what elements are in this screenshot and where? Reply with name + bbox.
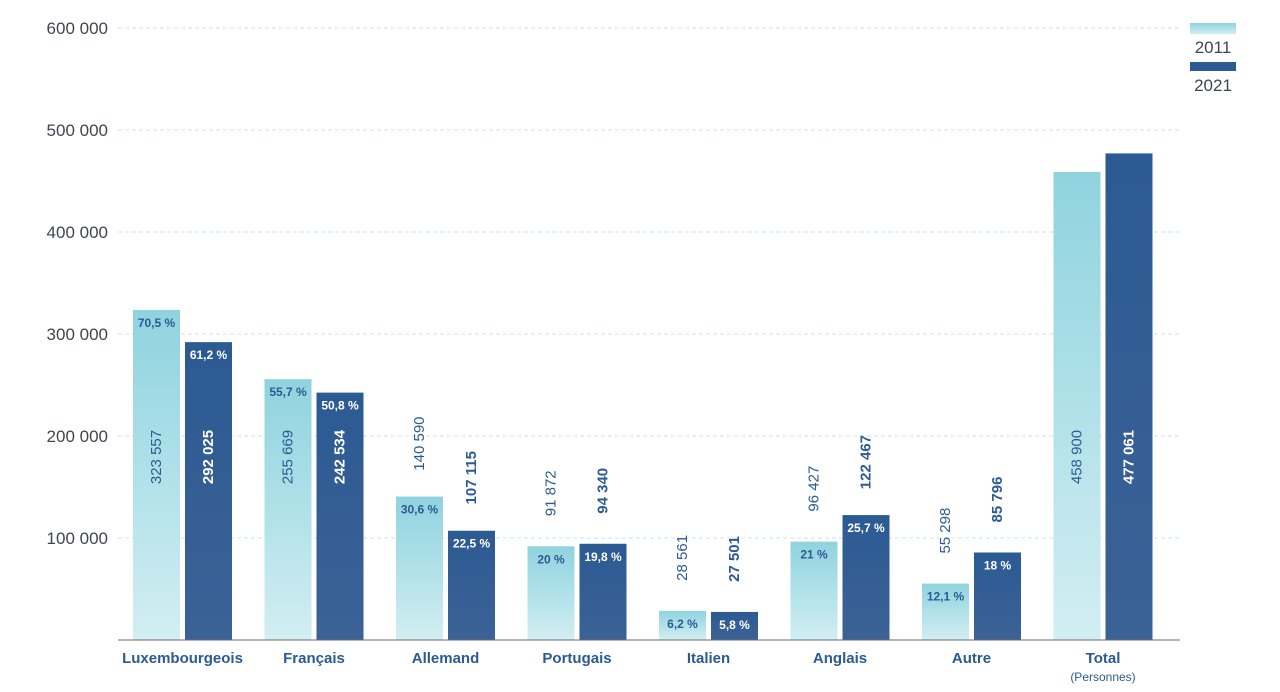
bar-2011-6	[922, 583, 969, 640]
percent-label: 22,5 %	[453, 537, 491, 551]
value-label: 107 115	[463, 451, 480, 504]
y-axis-ticks: 100 000 200 000 300 000 400 000 500 000 600 0…	[47, 19, 108, 548]
percent-label: 6,2 %	[667, 617, 698, 631]
bar-2021-0	[185, 342, 232, 640]
bar-2011-3	[527, 546, 575, 640]
value-label: 242 534	[332, 429, 349, 484]
x-category-label: Total	[1086, 650, 1121, 667]
percent-label: 61,2 %	[190, 348, 228, 362]
y-tick-label: 100 000	[47, 529, 108, 548]
x-category-label: Luxembourgeois	[122, 650, 243, 667]
percent-label: 12,1 %	[927, 590, 965, 604]
x-category-label: Français	[283, 650, 345, 667]
legend-label-2011: 2011	[1195, 38, 1232, 57]
percent-label: 50,8 %	[321, 399, 359, 413]
x-category-label: Autre	[952, 650, 991, 667]
percent-label: 20 %	[537, 552, 565, 566]
bar-2021-2	[448, 530, 495, 640]
x-category-label: Italien	[687, 650, 730, 667]
value-label: 140 590	[411, 416, 428, 470]
value-label: 458 900	[1069, 430, 1086, 484]
bar-2021-3	[579, 543, 627, 640]
bar-2021-6	[974, 552, 1021, 640]
bar-2011-2	[396, 496, 443, 640]
value-label: 292 025	[200, 430, 217, 484]
bar-2021-1	[316, 392, 364, 640]
value-label: 94 340	[595, 468, 612, 514]
bar-2011-1	[264, 379, 312, 640]
bar-2021-4	[711, 611, 758, 640]
value-label: 28 561	[674, 535, 691, 581]
y-tick-label: 600 000	[47, 19, 108, 38]
percent-label: 19,8 %	[584, 550, 622, 564]
legend-swatch-2021	[1190, 62, 1236, 71]
percent-label: 25,7 %	[847, 521, 885, 535]
y-tick-label: 200 000	[47, 427, 108, 446]
bars: 70,5 % 323 557 61,2 % 292 025 55,7 % 255 669 5…	[133, 153, 1153, 641]
value-label: 91 872	[543, 470, 560, 516]
y-tick-label: 300 000	[47, 325, 108, 344]
value-label: 477 061	[1121, 430, 1138, 484]
y-tick-label: 500 000	[47, 121, 108, 140]
bar-2011-7	[1053, 171, 1101, 640]
x-axis-categories: Luxembourgeois Français Allemand Portugais I…	[122, 650, 1136, 684]
value-label: 85 796	[989, 477, 1006, 523]
percent-label: 70,5 %	[138, 316, 176, 330]
percent-label: 21 %	[800, 548, 828, 562]
legend-label-2021: 2021	[1194, 76, 1232, 95]
percent-label: 55,7 %	[269, 385, 307, 399]
percent-label: 30,6 %	[401, 503, 439, 517]
percent-label: 18 %	[984, 558, 1012, 572]
bar-2011-4	[659, 610, 706, 640]
bar-2021-5	[842, 515, 890, 640]
x-category-label: Anglais	[813, 650, 867, 667]
value-label: 323 557	[148, 430, 165, 484]
percent-label: 5,8 %	[719, 618, 750, 632]
value-label: 27 501	[726, 536, 743, 582]
legend-swatch-2011	[1190, 23, 1236, 34]
x-category-label: Portugais	[542, 650, 611, 667]
bar-2021-7	[1105, 153, 1153, 641]
value-label: 55 298	[937, 508, 954, 554]
x-category-label: Allemand	[412, 650, 480, 667]
value-label: 255 669	[280, 430, 297, 484]
x-category-sublabel: (Personnes)	[1070, 670, 1135, 684]
bar-2011-0	[133, 309, 180, 640]
legend: 2011 2021	[1190, 23, 1236, 95]
y-tick-label: 400 000	[47, 223, 108, 242]
bar-2011-5	[790, 541, 838, 640]
value-label: 96 427	[806, 466, 823, 512]
value-label: 122 467	[858, 435, 875, 489]
